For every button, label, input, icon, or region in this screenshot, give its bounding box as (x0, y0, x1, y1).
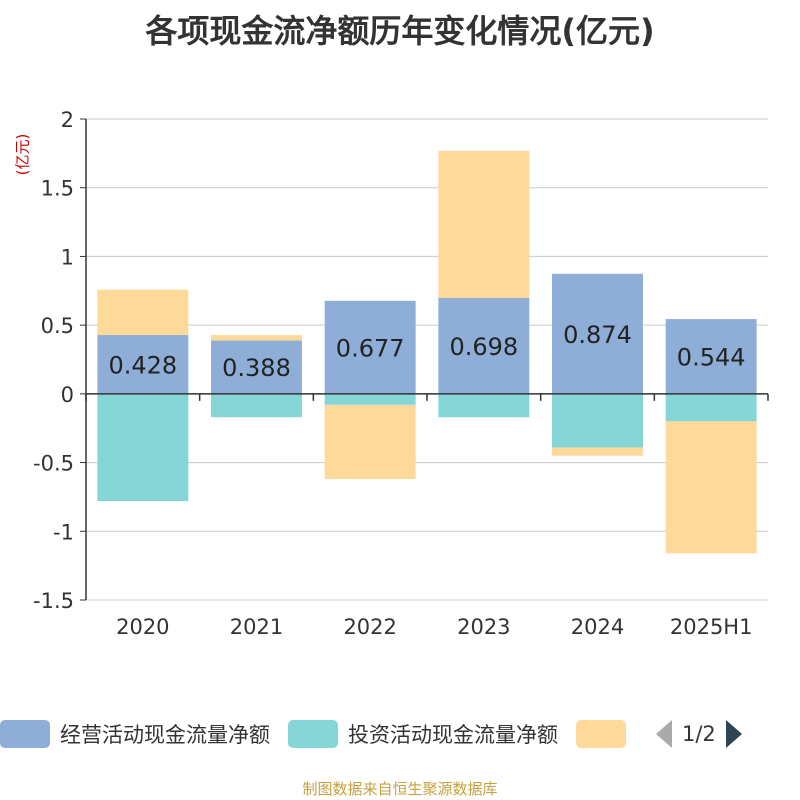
bar-investing (324, 393, 416, 405)
bar-third-series (97, 289, 189, 336)
bar-investing (665, 393, 757, 422)
legend-page-indicator: 1/2 (682, 722, 716, 746)
bar-operating (438, 297, 530, 394)
y-tick-label: 1 (61, 245, 74, 269)
y-tick-label: -0.5 (33, 452, 74, 476)
chart-title: 各项现金流净额历年变化情况(亿元) (145, 12, 655, 50)
y-tick-label: 1.5 (41, 177, 74, 201)
legend-label-operating: 经营活动现金流量净额 (60, 723, 270, 747)
legend-label-investing: 投资活动现金流量净额 (348, 723, 558, 747)
legend-item-operating[interactable]: 经营活动现金流量净额 (0, 719, 270, 749)
bar-data-label: 0.677 (336, 334, 405, 362)
bar-third-series (552, 447, 643, 456)
x-tick-label: 2021 (230, 615, 283, 639)
bar-third-series (211, 335, 302, 341)
bar-operating (552, 273, 643, 394)
bar-investing (552, 393, 643, 448)
legend-next-page-icon[interactable] (725, 720, 742, 748)
y-tick-label: 2 (61, 108, 74, 132)
y-tick-label: 0 (61, 383, 74, 407)
x-tick-label: 2023 (457, 615, 510, 639)
bar-operating (665, 319, 757, 394)
legend-swatch-operating (0, 720, 50, 748)
y-tick-label: -1 (53, 520, 74, 544)
legend-pager: 1/2 (656, 720, 742, 748)
x-tick-label: 2020 (116, 615, 169, 639)
x-tick-label: 2022 (343, 615, 396, 639)
bar-investing (211, 393, 302, 418)
x-tick-label: 2024 (571, 615, 624, 639)
bar-data-label: 0.428 (108, 351, 177, 379)
legend-prev-page-icon[interactable] (656, 720, 672, 748)
x-tick-label: 2025H1 (670, 615, 753, 639)
bar-data-label: 0.874 (563, 321, 632, 349)
bar-operating (97, 335, 189, 394)
bar-operating (211, 340, 302, 394)
legend: 经营活动现金流量净额 投资活动现金流量净额 1/2 (0, 714, 800, 754)
bar-investing (438, 393, 530, 418)
y-tick-label: 0.5 (41, 314, 74, 338)
bar-operating (324, 300, 416, 394)
bar-investing (97, 393, 189, 502)
y-tick-label: -1.5 (33, 589, 74, 613)
legend-item-third-series[interactable] (576, 720, 636, 748)
bar-third-series (324, 404, 416, 480)
bar-third-series (665, 421, 757, 554)
bar-third-series (438, 150, 530, 298)
bar-data-label: 0.388 (222, 354, 291, 382)
bar-data-label: 0.698 (449, 333, 518, 361)
legend-item-investing[interactable]: 投资活动现金流量净额 (288, 719, 558, 749)
legend-swatch-third-series (576, 720, 626, 748)
data-source-note: 制图数据来自恒生聚源数据库 (302, 780, 498, 798)
bar-data-label: 0.544 (677, 343, 746, 371)
legend-swatch-investing (288, 720, 338, 748)
